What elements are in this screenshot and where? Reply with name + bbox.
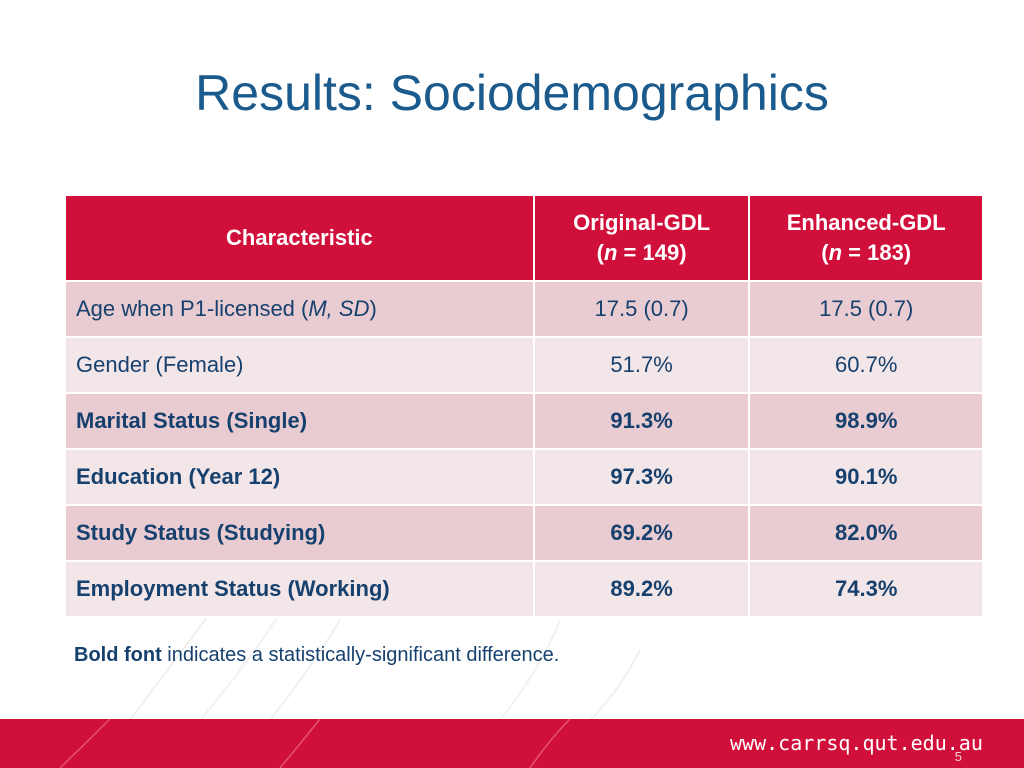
row-label-text: Age when P1-licensed ( [76, 296, 309, 321]
header-enhanced-n-prefix: ( [821, 240, 829, 265]
cell-enhanced: 90.1% [748, 448, 984, 506]
table-row: Study Status (Studying) 69.2% 82.0% [64, 504, 984, 562]
cell-enhanced: 60.7% [748, 336, 984, 394]
cell-original: 17.5 (0.7) [532, 280, 751, 338]
table-row: Marital Status (Single) 91.3% 98.9% [64, 392, 984, 450]
cell-enhanced: 74.3% [748, 560, 984, 618]
table-row: Education (Year 12) 97.3% 90.1% [64, 448, 984, 506]
table-row: Employment Status (Working) 89.2% 74.3% [64, 560, 984, 618]
footer-bar: www.carrsq.qut.edu.au 5 [0, 719, 1024, 768]
row-label: Marital Status (Single) [64, 392, 535, 450]
header-characteristic: Characteristic [64, 194, 535, 282]
row-label: Employment Status (Working) [64, 560, 535, 618]
header-enhanced-n-value: = 183) [842, 240, 912, 265]
note-bold-text: Bold font [74, 644, 162, 666]
cell-original: 97.3% [532, 448, 751, 506]
table-row: Gender (Female) 51.7% 60.7% [64, 336, 984, 394]
header-original-name: Original-GDL [573, 210, 711, 235]
header-enhanced-n-symbol: n [828, 240, 843, 265]
table-row: Age when P1-licensed (M, SD) 17.5 (0.7) … [64, 280, 984, 338]
row-label-italic: M, SD [308, 296, 370, 321]
footer-swoosh-lines [59, 719, 571, 768]
header-enhanced-gdl: Enhanced-GDL (n = 183) [748, 194, 984, 282]
header-original-n-value: = 149) [617, 240, 687, 265]
header-original-n-symbol: n [603, 240, 618, 265]
header-original-n-prefix: ( [596, 240, 604, 265]
footer-url[interactable]: www.carrsq.qut.edu.au [730, 731, 983, 755]
page-number: 5 [954, 749, 962, 764]
cell-enhanced: 17.5 (0.7) [748, 280, 984, 338]
row-label: Study Status (Studying) [64, 504, 535, 562]
row-label: Age when P1-licensed (M, SD) [64, 280, 535, 338]
cell-original: 89.2% [532, 560, 751, 618]
row-label: Education (Year 12) [64, 448, 535, 506]
table-header-row: Characteristic Original-GDL (n = 149) En… [64, 194, 984, 282]
slide-title: Results: Sociodemographics [195, 65, 829, 121]
header-original-gdl: Original-GDL (n = 149) [532, 194, 751, 282]
cell-enhanced: 98.9% [748, 392, 984, 450]
cell-enhanced: 82.0% [748, 504, 984, 562]
cell-original: 69.2% [532, 504, 751, 562]
note-text: indicates a statistically-significant di… [161, 644, 560, 666]
header-enhanced-name: Enhanced-GDL [786, 210, 946, 235]
sociodemographics-table: Characteristic Original-GDL (n = 149) En… [64, 194, 984, 618]
row-label: Gender (Female) [64, 336, 535, 394]
cell-original: 91.3% [532, 392, 751, 450]
significance-note: Bold font indicates a statistically-sign… [74, 644, 559, 667]
row-label-close: ) [369, 296, 377, 321]
cell-original: 51.7% [532, 336, 751, 394]
